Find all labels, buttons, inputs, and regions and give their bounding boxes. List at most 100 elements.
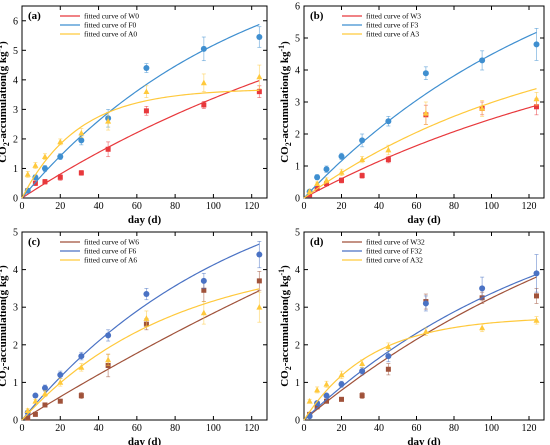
y-axis-title-part: ) — [279, 41, 291, 45]
y-axis-title-part: CO — [279, 146, 291, 163]
plot-frame — [303, 231, 545, 421]
series-1: fitted curve of F0 — [21, 21, 263, 199]
data-point — [78, 129, 85, 136]
plot-frame — [21, 5, 268, 199]
y-tick-label: 0 — [295, 416, 300, 427]
x-tick-label: 0 — [20, 201, 25, 212]
y-axis-title-part: ) — [0, 265, 9, 269]
data-point — [339, 396, 344, 402]
data-point — [105, 118, 112, 124]
x-tick-label: 40 — [374, 423, 384, 434]
y-axis-title-part: -accumulation(g kg — [279, 275, 291, 366]
x-tick-label: 120 — [522, 201, 537, 212]
data-point — [105, 356, 112, 363]
data-point — [42, 179, 48, 185]
data-point — [41, 390, 48, 397]
data-point — [359, 137, 366, 144]
x-tick-label: 0 — [302, 423, 307, 434]
x-tick-label: 80 — [170, 423, 180, 434]
x-tick-label: 100 — [484, 201, 499, 212]
data-point — [200, 45, 207, 52]
data-point — [479, 324, 486, 331]
data-point — [143, 88, 150, 95]
data-point — [479, 105, 486, 111]
data-point — [143, 291, 150, 298]
x-tick-label: 120 — [522, 423, 537, 434]
data-point — [422, 300, 429, 307]
data-point — [256, 251, 263, 258]
x-tick-label: 60 — [412, 201, 422, 212]
x-tick-label: 60 — [412, 423, 422, 434]
data-point — [323, 392, 330, 399]
x-axis-title: day (d) — [128, 214, 162, 226]
y-tick-label: 5 — [295, 228, 300, 239]
data-point — [78, 393, 84, 399]
x-tick-label: 120 — [244, 201, 259, 212]
y-tick-label: 6 — [295, 2, 300, 13]
y-tick-label: 0 — [13, 416, 18, 427]
fitted-curve — [303, 319, 537, 421]
y-axis-title-part: -accumulation(g kg — [279, 51, 291, 142]
data-point — [32, 162, 39, 168]
data-point — [200, 79, 207, 86]
panel-label: (b) — [310, 10, 324, 22]
data-point — [385, 343, 392, 350]
data-point — [324, 398, 329, 404]
data-point — [57, 371, 64, 378]
data-point — [534, 104, 539, 110]
legend-label: fitted curve of W6 — [84, 238, 139, 247]
data-point — [359, 360, 366, 366]
panel-label: (d) — [310, 236, 324, 248]
legend-label: fitted curve of A3 — [366, 30, 419, 39]
data-point — [534, 293, 539, 299]
data-point — [479, 57, 486, 64]
y-axis-title-part: -1 — [0, 269, 4, 276]
y-axis-title-part: -1 — [277, 45, 286, 52]
data-point — [307, 192, 313, 198]
data-point — [105, 332, 112, 339]
data-point — [57, 174, 63, 180]
y-axis-title-part: ) — [0, 41, 9, 45]
series-0: fitted curve of W3 — [303, 12, 539, 199]
data-point — [338, 169, 345, 175]
y-tick-label: 4 — [295, 66, 300, 77]
x-tick-label: 0 — [20, 423, 25, 434]
y-axis-title: CO2-accumulation(g kg-1) — [277, 41, 293, 163]
series-0: fitted curve of W32 — [303, 238, 539, 421]
x-axis-title: day (d) — [407, 214, 441, 226]
legend-label: fitted curve of A32 — [366, 256, 423, 265]
data-point — [323, 166, 330, 173]
x-tick-label: 80 — [449, 423, 459, 434]
data-point — [57, 138, 64, 145]
fitted-curve — [303, 273, 537, 421]
data-point — [201, 287, 207, 293]
series-0: fitted curve of W6 — [21, 238, 262, 421]
data-point — [24, 171, 31, 177]
y-tick-label: 4 — [295, 265, 300, 276]
data-point — [42, 402, 48, 408]
data-point — [32, 398, 39, 404]
data-point — [479, 285, 486, 292]
data-point — [324, 181, 329, 187]
data-point — [32, 174, 39, 181]
y-tick-label: 2 — [13, 134, 18, 145]
data-point — [385, 366, 391, 372]
data-point — [314, 180, 321, 186]
data-point — [78, 170, 84, 176]
legend-label: fitted curve of W0 — [84, 12, 139, 21]
data-point — [359, 173, 365, 179]
data-point — [338, 381, 345, 388]
data-point — [256, 89, 262, 95]
y-tick-label: 3 — [295, 98, 300, 109]
data-point — [422, 70, 429, 77]
y-tick-label: 5 — [295, 34, 300, 45]
data-point — [533, 41, 540, 48]
y-tick-label: 6 — [13, 16, 18, 27]
x-tick-label: 20 — [55, 423, 65, 434]
legend-label: fitted curve of F6 — [84, 247, 137, 256]
fitted-curve — [303, 276, 537, 421]
